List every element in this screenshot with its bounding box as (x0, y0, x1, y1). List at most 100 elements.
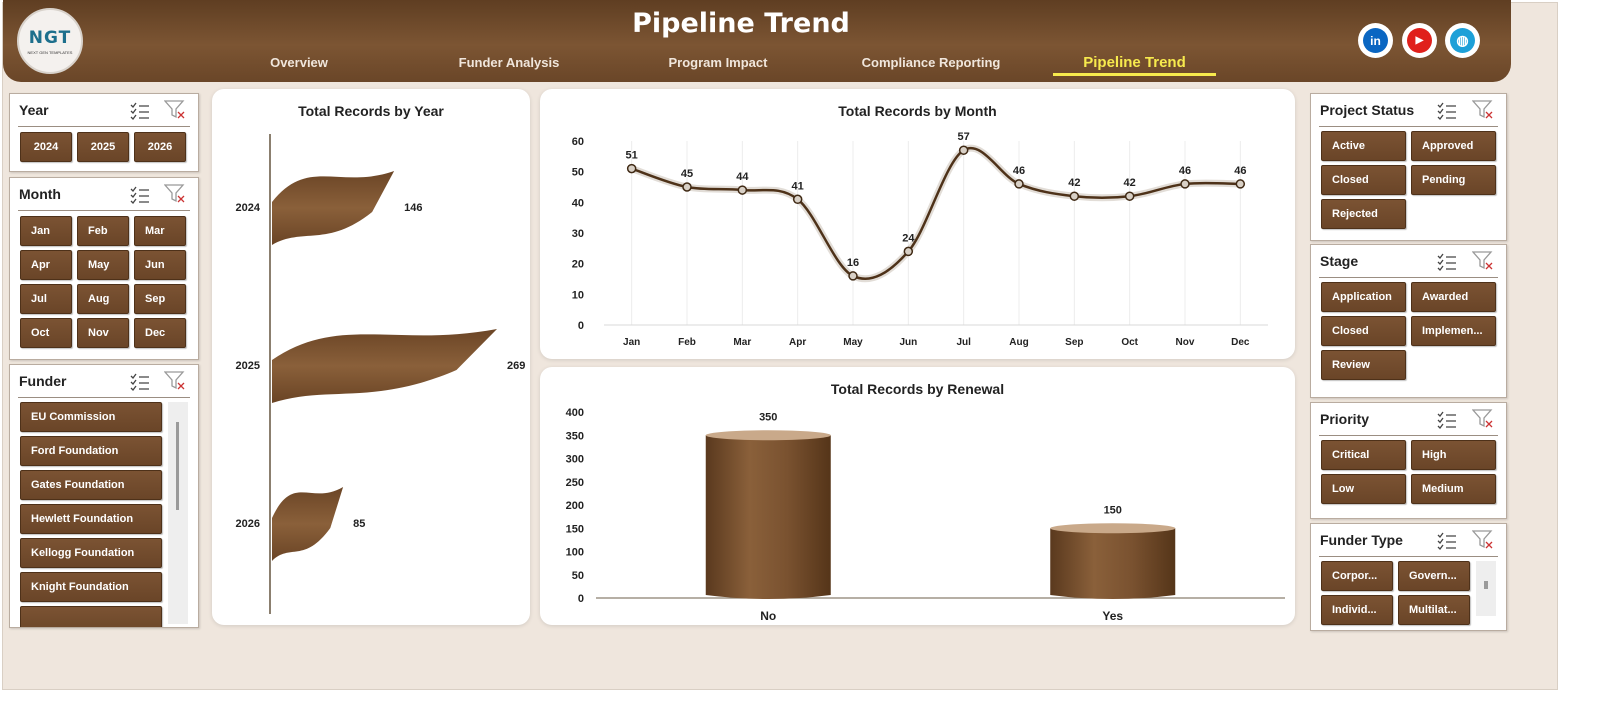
linkedin-icon[interactable]: in (1358, 23, 1393, 58)
funder-type-scrollbar[interactable] (1476, 561, 1496, 616)
x-tick-label-Feb: Feb (678, 337, 696, 348)
slicer-year: Year 2024 2025 2026 (9, 93, 199, 172)
month-jun-button[interactable]: Jun (134, 250, 186, 280)
funder-knight-foundation-button[interactable]: Knight Foundation (20, 572, 162, 602)
priority-high-button[interactable]: High (1411, 440, 1496, 470)
multi-select-icon[interactable] (130, 186, 150, 204)
slicer-month-title: Month (19, 186, 61, 202)
funder-kellogg-foundation-button[interactable]: Kellogg Foundation (20, 538, 162, 568)
stage-implementation-button[interactable]: Implemen... (1411, 316, 1496, 346)
priority-medium-button[interactable]: Medium (1411, 474, 1496, 504)
multi-select-icon[interactable] (1437, 532, 1457, 550)
header-bar: NGT NEXT GEN TEMPLATES Pipeline Trend Ov… (3, 0, 1511, 82)
funder-hewlett-foundation-button[interactable]: Hewlett Foundation (20, 504, 162, 534)
data-label-Jan: 51 (626, 150, 638, 162)
clear-filter-icon[interactable] (1472, 530, 1494, 550)
slicer-funder-type-title: Funder Type (1320, 532, 1403, 548)
slicer-project-status: Project Status Active Approved Closed Pe… (1310, 93, 1507, 241)
nav-program-impact[interactable]: Program Impact (668, 55, 768, 70)
month-jul-button[interactable]: Jul (20, 284, 72, 314)
slicer-project-status-title: Project Status (1320, 102, 1415, 118)
bar-No (705, 435, 831, 599)
bar-2024 (272, 171, 395, 245)
funder-gates-foundation-button[interactable]: Gates Foundation (20, 470, 162, 500)
funder-type-individual-button[interactable]: Individ... (1321, 595, 1393, 625)
x-tick-label-Nov: Nov (1176, 337, 1195, 348)
month-may-button[interactable]: May (77, 250, 129, 280)
chart-title-month: Total Records by Month (838, 103, 997, 119)
stage-review-button[interactable]: Review (1321, 350, 1406, 380)
status-approved-button[interactable]: Approved (1411, 131, 1496, 161)
globe-icon[interactable]: ◍ (1445, 23, 1480, 58)
month-dec-button[interactable]: Dec (134, 318, 186, 348)
funder-scrollbar[interactable] (168, 402, 188, 624)
series-line (631, 146, 1241, 280)
x-tick-label-Jul: Jul (956, 337, 971, 348)
x-tick-label-No: No (760, 609, 776, 623)
priority-low-button[interactable]: Low (1321, 474, 1406, 504)
clear-filter-icon[interactable] (1472, 409, 1494, 429)
logo-subtext: NEXT GEN TEMPLATES (27, 49, 73, 55)
clear-filter-icon[interactable] (164, 184, 186, 204)
month-aug-button[interactable]: Aug (77, 284, 129, 314)
funder-eu-commission-button[interactable]: EU Commission (20, 402, 162, 432)
month-sep-button[interactable]: Sep (134, 284, 186, 314)
data-label-Yes: 150 (1104, 504, 1122, 516)
funder-type-multilateral-button[interactable]: Multilat... (1398, 595, 1470, 625)
month-feb-button[interactable]: Feb (77, 216, 129, 246)
month-jan-button[interactable]: Jan (20, 216, 72, 246)
funder-type-government-button[interactable]: Govern... (1398, 561, 1470, 591)
funder-next-button[interactable] (20, 606, 162, 627)
month-mar-button[interactable]: Mar (134, 216, 186, 246)
year-2024-button[interactable]: 2024 (20, 132, 72, 162)
stage-application-button[interactable]: Application (1321, 282, 1406, 312)
month-oct-button[interactable]: Oct (20, 318, 72, 348)
multi-select-icon[interactable] (130, 102, 150, 120)
data-label-Dec: 46 (1234, 165, 1246, 177)
funder-type-scroll-thumb[interactable] (1484, 581, 1488, 589)
nav-overview[interactable]: Overview (270, 55, 328, 70)
nav-compliance-reporting[interactable]: Compliance Reporting (861, 55, 1001, 70)
month-nov-button[interactable]: Nov (77, 318, 129, 348)
status-rejected-button[interactable]: Rejected (1321, 199, 1406, 229)
year-2026-button[interactable]: 2026 (134, 132, 186, 162)
funder-scroll-thumb[interactable] (176, 422, 179, 510)
bar-top-Yes (1050, 523, 1176, 534)
priority-critical-button[interactable]: Critical (1321, 440, 1406, 470)
year-2025-button[interactable]: 2025 (77, 132, 129, 162)
multi-select-icon[interactable] (130, 373, 150, 391)
point-Feb (682, 182, 692, 192)
y-tick-label-40: 40 (572, 197, 584, 209)
status-active-button[interactable]: Active (1321, 131, 1406, 161)
slicer-year-title: Year (19, 102, 49, 118)
bar-top-No (705, 430, 831, 441)
slicer-funder-type: Funder Type Corpor... Govern... Individ.… (1310, 523, 1507, 631)
clear-filter-icon[interactable] (1472, 251, 1494, 271)
y-tick-label-400: 400 (566, 407, 584, 419)
stage-closed-button[interactable]: Closed (1321, 316, 1406, 346)
month-apr-button[interactable]: Apr (20, 250, 72, 280)
funder-ford-foundation-button[interactable]: Ford Foundation (20, 436, 162, 466)
status-closed-button[interactable]: Closed (1321, 165, 1406, 195)
nav-pipeline-trend[interactable]: Pipeline Trend (1083, 54, 1186, 71)
x-tick-label-Jan: Jan (623, 337, 640, 348)
clear-filter-icon[interactable] (1472, 100, 1494, 120)
slicer-month: Month Jan Feb Mar Apr May Jun Jul Aug Se… (9, 177, 199, 360)
youtube-icon[interactable]: ▶ (1402, 23, 1437, 58)
clear-filter-icon[interactable] (164, 100, 186, 120)
nav-funder-analysis[interactable]: Funder Analysis (458, 55, 560, 70)
multi-select-icon[interactable] (1437, 253, 1457, 271)
y-tick-label-150: 150 (566, 523, 584, 535)
status-pending-button[interactable]: Pending (1411, 165, 1496, 195)
globe-glyph: ◍ (1450, 28, 1475, 53)
multi-select-icon[interactable] (1437, 102, 1457, 120)
point-Aug (1014, 179, 1024, 189)
x-tick-label-Aug: Aug (1009, 337, 1028, 348)
clear-filter-icon[interactable] (164, 371, 186, 391)
data-label-May: 16 (847, 257, 859, 269)
stage-awarded-button[interactable]: Awarded (1411, 282, 1496, 312)
chart-records-by-month: 0 10 20 30 40 50 60 Jan Feb Mar Apr May Jun Jul Aug Sep… (572, 131, 1268, 348)
funder-type-corporate-button[interactable]: Corpor... (1321, 561, 1393, 591)
slicer-priority-title: Priority (1320, 411, 1370, 427)
multi-select-icon[interactable] (1437, 411, 1457, 429)
